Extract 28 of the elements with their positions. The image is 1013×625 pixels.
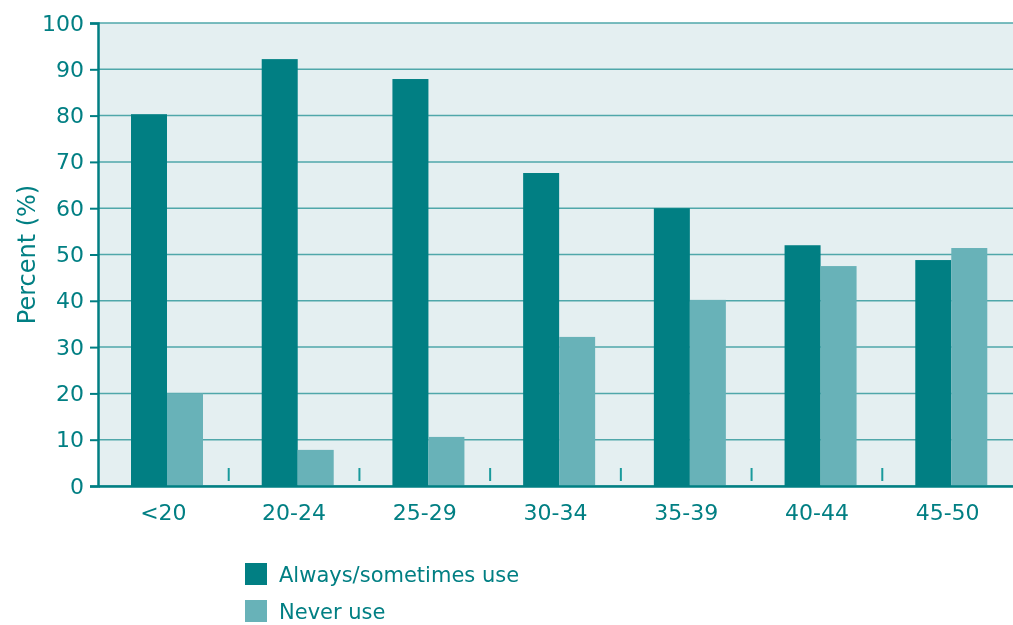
bar: [820, 266, 857, 486]
y-tick-label: 50: [56, 242, 84, 268]
x-tick-label: 20-24: [262, 499, 327, 525]
y-tick-label: 90: [56, 56, 84, 82]
bar: [167, 393, 203, 486]
x-tick-label: 40-44: [784, 499, 849, 525]
y-tick-label: 100: [42, 10, 84, 36]
bar: [428, 436, 465, 486]
bar: [689, 299, 726, 486]
legend-label: Always/sometimes use: [279, 563, 520, 587]
legend-label: Never use: [279, 600, 386, 624]
bar: [559, 336, 596, 486]
y-tick-label: 20: [56, 380, 84, 406]
x-tick-label: <20: [140, 499, 187, 525]
x-tick-label: 35-39: [654, 499, 719, 525]
bar: [297, 449, 334, 486]
x-tick-label: 25-29: [392, 499, 457, 525]
y-tick-label: 70: [56, 149, 84, 175]
x-tick-label: 30-34: [523, 499, 588, 525]
y-tick-label: 60: [56, 195, 84, 221]
y-tick-label: 10: [56, 427, 84, 453]
y-axis-title: Percent (%): [13, 184, 41, 325]
x-tick-label: 45-50: [915, 499, 980, 525]
y-tick-label: 40: [56, 288, 84, 314]
y-tick-label: 0: [70, 473, 84, 499]
bar: [951, 248, 988, 486]
y-tick-label: 30: [56, 334, 84, 360]
y-tick-label: 80: [56, 103, 84, 129]
